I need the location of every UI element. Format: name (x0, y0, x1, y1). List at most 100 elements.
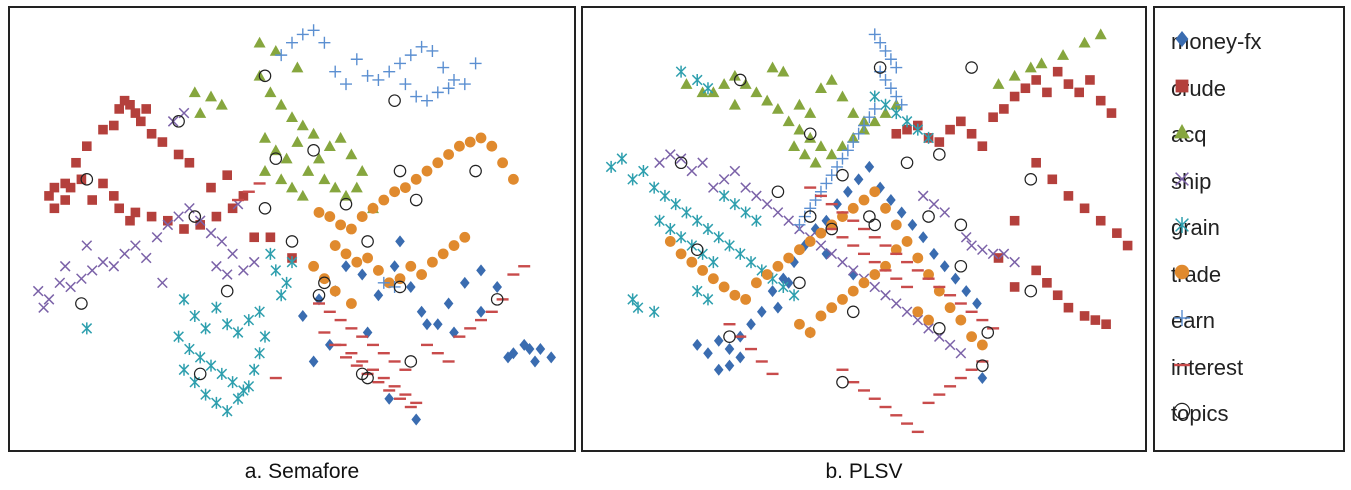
plsv-acq-point (750, 86, 763, 98)
semafore-ship-point (54, 277, 66, 289)
plsv-grain-point (691, 285, 703, 298)
plsv-ship-point (923, 323, 934, 334)
plsv-ship-point (751, 190, 762, 202)
plsv-earn-point (820, 177, 833, 190)
plsv-topics-point (981, 326, 995, 339)
semafore-crude-point (238, 191, 249, 201)
plsv-earn-point (868, 102, 881, 115)
semafore-ship-point (227, 248, 238, 260)
semafore-grain-point (259, 330, 271, 343)
plsv-ship-point (697, 157, 708, 169)
semafore-acq-point (296, 119, 309, 131)
semafore-grain-point (189, 309, 201, 322)
plsv-trade-point (890, 219, 902, 231)
semafore-trade-point (475, 132, 487, 144)
plsv-trade-point (794, 318, 805, 330)
semafore-acq-point (194, 107, 207, 118)
semafore-money-fx-point (422, 318, 432, 331)
semafore-crude-point (114, 203, 124, 214)
semafore-crude-point (60, 195, 70, 205)
triangle-icon (1174, 124, 1190, 139)
semafore-trade-point (508, 173, 519, 185)
plsv-money-fx-point (756, 305, 767, 318)
plsv-grain-point (745, 256, 757, 269)
semafore-topics-point (312, 288, 326, 302)
semafore-crude-point (65, 182, 76, 193)
plsv-grain-point (890, 107, 902, 120)
plsv-topics-point (793, 276, 806, 290)
semafore-acq-point (253, 36, 266, 48)
plsv-acq-point (707, 86, 720, 98)
semafore-trade-point (410, 173, 422, 185)
semafore-topics-point (404, 355, 418, 368)
semafore-ship-point (32, 285, 44, 297)
semafore-money-fx-point (298, 309, 308, 322)
plsv-money-fx-point (713, 363, 724, 376)
semafore-acq-point (286, 181, 298, 193)
semafore-grain-point (211, 396, 222, 409)
plsv-crude-point (977, 141, 988, 151)
legend-label: topics (1171, 401, 1229, 426)
plsv-ship-point (772, 207, 784, 218)
semafore-earn-point (383, 65, 396, 78)
semafore-crude-point (195, 220, 205, 230)
plsv-ship-point (826, 248, 838, 260)
plsv-acq-point (1094, 28, 1107, 40)
plsv-ship-point (654, 157, 665, 169)
plsv-grain-point (724, 239, 735, 252)
semafore-earn-point (404, 49, 417, 62)
plsv-money-fx-point (907, 218, 918, 231)
semafore-crude-point (114, 104, 124, 114)
plsv-trade-point (664, 236, 676, 247)
plsv-acq-point (739, 78, 752, 89)
plsv-trade-point (966, 331, 977, 343)
plsv-money-fx-point (896, 206, 907, 219)
plsv-grain-point (648, 305, 660, 318)
plsv-trade-point (944, 302, 956, 314)
semafore-ship-point (130, 240, 141, 251)
semafore-trade-point (356, 211, 368, 222)
semafore-grain-point (178, 363, 190, 376)
plsv-money-fx-point (821, 214, 832, 227)
semafore-acq-point (313, 152, 325, 164)
semafore-crude-point (227, 203, 238, 214)
semafore-crude-point (163, 215, 173, 226)
plsv-topics-point (803, 210, 817, 223)
plsv-crude-point (891, 128, 902, 139)
semafore-crude-point (98, 124, 108, 135)
plsv-earn-point (874, 36, 887, 49)
legend-label: interest (1171, 354, 1244, 380)
semafore-acq-point (275, 98, 288, 110)
plsv-ship-point (847, 265, 859, 276)
semafore-crude-point (146, 128, 157, 139)
plsv-ship-point (815, 240, 827, 251)
semafore-money-fx-point (476, 305, 486, 318)
semafore-ship-point (86, 265, 98, 276)
plsv-earn-point (825, 169, 838, 182)
plsv-topics-point (954, 218, 968, 232)
legend-item-interest: interest (1171, 354, 1243, 382)
semafore-trade-point (313, 207, 325, 218)
semafore-trade-point (400, 182, 411, 194)
scatter-plot-semafore (32, 24, 556, 426)
plsv-acq-point (718, 78, 731, 89)
plsv-earn-point (884, 53, 897, 66)
semafore-earn-point (372, 73, 385, 86)
plsv-grain-point (777, 280, 789, 293)
semafore-trade-point (389, 186, 400, 198)
plsv-grain-point (654, 214, 665, 227)
plsv-crude-point (1042, 87, 1052, 98)
plsv-earn-point (879, 44, 892, 57)
semafore-trade-point (367, 202, 379, 214)
semafore-ship-point (38, 302, 49, 313)
plsv-trade-point (826, 302, 838, 314)
plsv-trade-point (923, 314, 934, 326)
semafore-earn-point (307, 24, 320, 37)
semafore-acq-point (269, 44, 282, 56)
semafore-crude-point (49, 182, 60, 193)
plsv-earn-point (890, 90, 903, 103)
plsv-ship-point (977, 244, 988, 256)
semafore-trade-point (486, 140, 498, 152)
semafore-ship-point (173, 211, 184, 222)
plsv-topics-point (723, 330, 736, 343)
